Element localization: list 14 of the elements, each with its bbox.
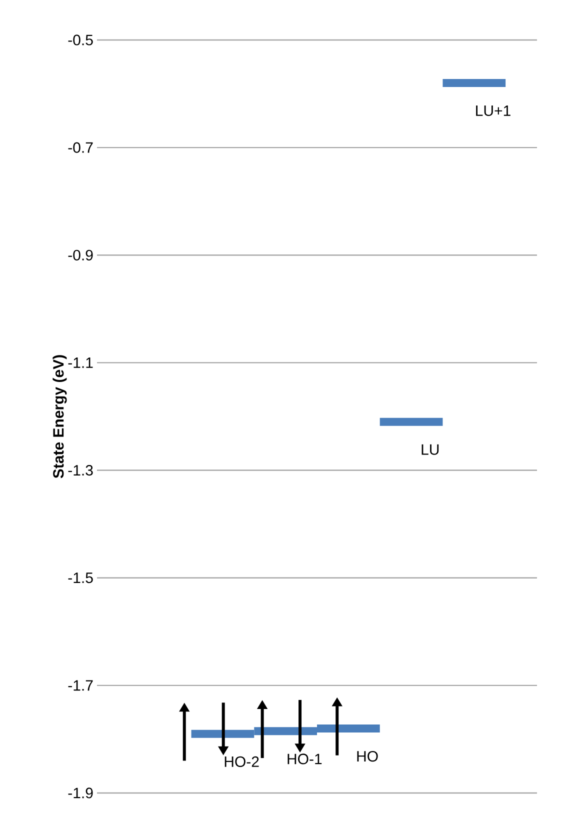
y-tick-label: -1.1 (68, 358, 93, 368)
series-label: HO-1 (288, 754, 322, 764)
series-label: LU (422, 444, 439, 455)
series-label: HO-2 (224, 756, 259, 767)
y-tick-label: -0.7 (68, 142, 93, 153)
series-label: HO (357, 750, 378, 762)
y-tick-label: -1.7 (68, 680, 93, 691)
y-tick-label: -1.5 (68, 572, 93, 584)
y-tick-label: -0.5 (68, 34, 93, 46)
y-tick-label: -1.3 (68, 464, 93, 476)
y-tick-label: -1.9 (68, 788, 93, 798)
y-tick-label: -0.9 (68, 250, 93, 260)
y-axis-title: State Energy (eV) (52, 355, 67, 478)
series-label: LU+1 (476, 106, 510, 116)
